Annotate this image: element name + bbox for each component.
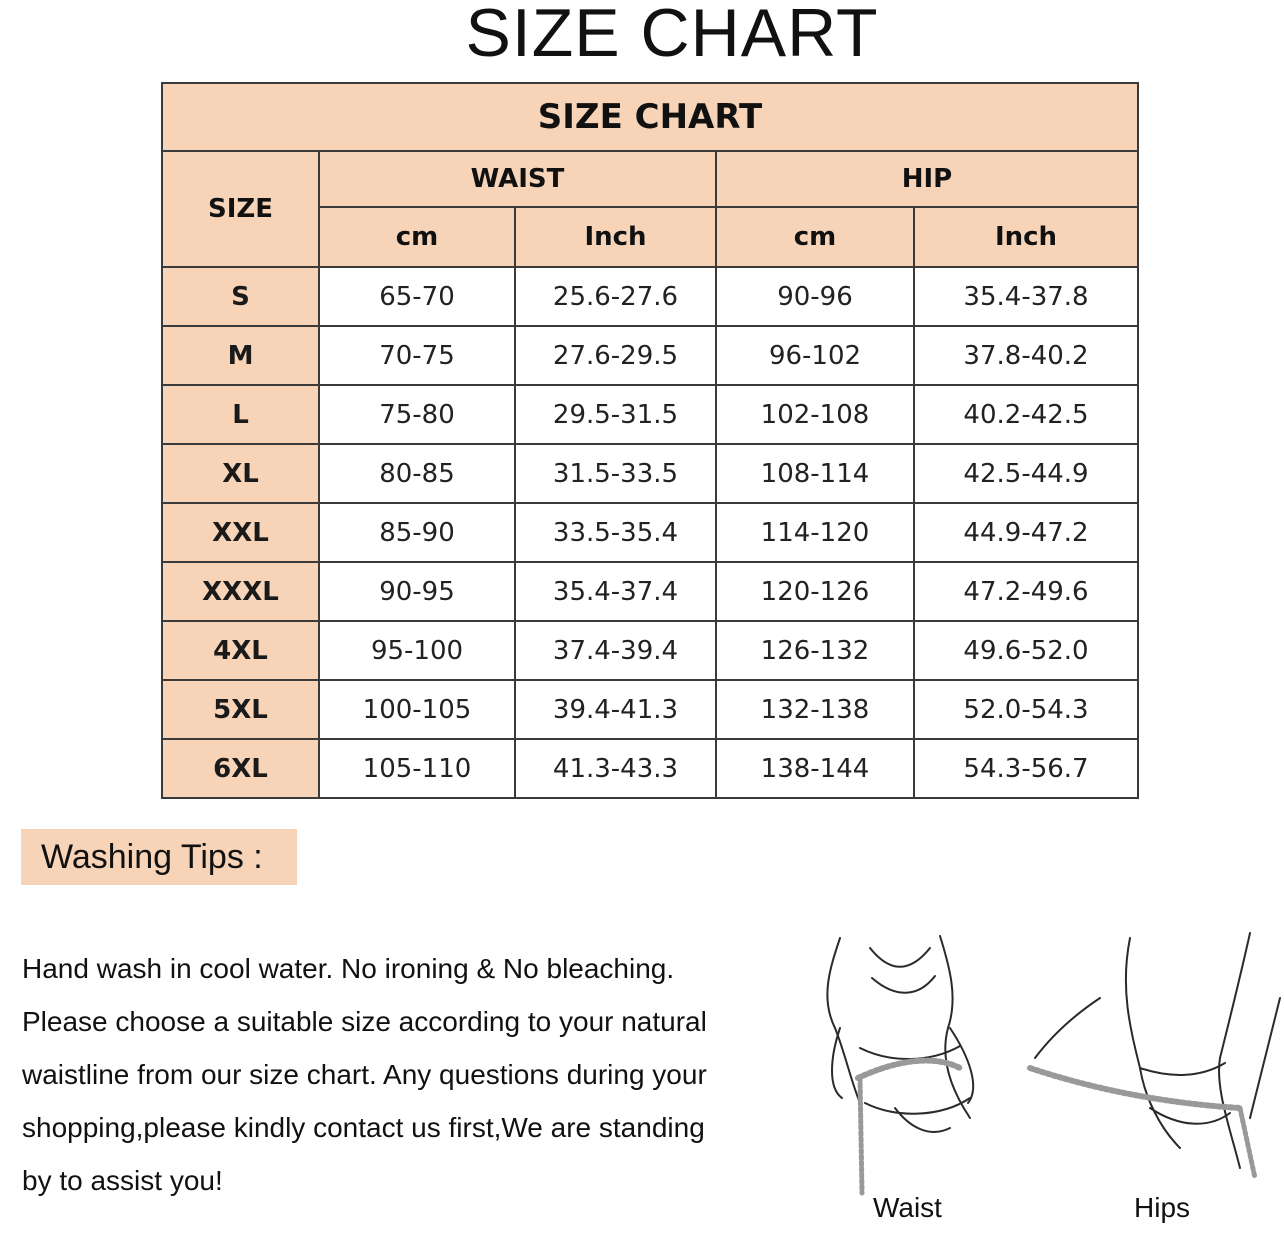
hip-inch-cell: 52.0-54.3 [912, 679, 1140, 740]
waist-tape [855, 1057, 963, 1081]
size-label-cell: XXXL [161, 561, 320, 622]
page-title: SIZE CHART [465, 0, 879, 71]
waist-inch-cell: 27.6-29.5 [514, 325, 717, 386]
hips-figure-outline [1124, 937, 1181, 1149]
size-label-cell: 5XL [161, 679, 320, 740]
hip-cm-header: cm [715, 206, 915, 268]
hip-inch-cell: 40.2-42.5 [912, 384, 1140, 445]
hip-inch-cell: 35.4-37.8 [912, 266, 1140, 327]
size-chart-table: SIZE CHART SIZE WAIST HIP cm Inch cm Inc… [160, 82, 1140, 799]
hip-cm-cell: 114-120 [715, 502, 915, 563]
hip-inch-cell: 37.8-40.2 [912, 325, 1140, 386]
table-row: S 65-70 25.6-27.6 90-96 35.4-37.8 [161, 266, 1140, 327]
tips-line: waistline from our size chart. Any quest… [22, 1059, 707, 1090]
hip-group-header: HIP [714, 150, 1140, 208]
table-row: 4XL 95-100 37.4-39.4 126-132 49.6-52.0 [161, 620, 1140, 681]
size-label-cell: L [161, 384, 320, 445]
table-row: L 75-80 29.5-31.5 102-108 40.2-42.5 [161, 384, 1140, 445]
waist-cm-cell: 100-105 [318, 679, 516, 740]
size-label-cell: 6XL [161, 738, 320, 799]
waist-inch-cell: 25.6-27.6 [514, 266, 717, 327]
waist-cm-cell: 95-100 [318, 620, 516, 681]
size-rows: S 65-70 25.6-27.6 90-96 35.4-37.8 M 70-75 27.6-… [161, 266, 1140, 799]
waist-inch-header: Inch [514, 206, 717, 268]
waist-cm-cell: 65-70 [318, 266, 516, 327]
waist-inch-cell: 39.4-41.3 [514, 679, 717, 740]
washing-tips-text: Hand wash in cool water. No ironing & No… [22, 942, 792, 1207]
waist-cm-header: cm [318, 206, 516, 268]
table-row: XL 80-85 31.5-33.5 108-114 42.5-44.9 [161, 443, 1140, 504]
size-label-cell: XXL [161, 502, 320, 563]
hip-inch-cell: 47.2-49.6 [912, 561, 1140, 622]
hip-cm-cell: 102-108 [715, 384, 915, 445]
table-row: 5XL 100-105 39.4-41.3 132-138 52.0-54.3 [161, 679, 1140, 740]
waist-cm-cell: 105-110 [318, 738, 516, 799]
hip-cm-cell: 108-114 [715, 443, 915, 504]
waist-cm-cell: 75-80 [318, 384, 516, 445]
hip-inch-cell: 54.3-56.7 [912, 738, 1140, 799]
size-label-cell: M [161, 325, 320, 386]
waist-cm-cell: 90-95 [318, 561, 516, 622]
table-row: M 70-75 27.6-29.5 96-102 37.8-40.2 [161, 325, 1140, 386]
hip-cm-cell: 90-96 [715, 266, 915, 327]
table-row: XXL 85-90 33.5-35.4 114-120 44.9-47.2 [161, 502, 1140, 563]
hip-inch-cell: 42.5-44.9 [912, 443, 1140, 504]
waist-inch-cell: 31.5-33.5 [514, 443, 717, 504]
waist-cm-cell: 80-85 [318, 443, 516, 504]
waist-inch-cell: 37.4-39.4 [514, 620, 717, 681]
waist-cm-cell: 70-75 [318, 325, 516, 386]
hip-inch-header: Inch [912, 206, 1140, 268]
tips-line: Please choose a suitable size according … [22, 1006, 707, 1037]
table-row: XXXL 90-95 35.4-37.4 120-126 47.2-49.6 [161, 561, 1140, 622]
waist-label: Waist [873, 1192, 942, 1223]
hip-cm-cell: 132-138 [715, 679, 915, 740]
waist-cm-cell: 85-90 [318, 502, 516, 563]
waist-inch-cell: 29.5-31.5 [514, 384, 717, 445]
tips-line: shopping,please kindly contact us first,… [22, 1112, 705, 1143]
hip-cm-cell: 96-102 [715, 325, 915, 386]
hips-tape [1027, 1065, 1243, 1111]
waist-inch-cell: 35.4-37.4 [514, 561, 717, 622]
waist-group-header: WAIST [318, 150, 717, 208]
size-label-cell: S [161, 266, 320, 327]
waist-inch-cell: 41.3-43.3 [514, 738, 717, 799]
washing-tips-label: Washing Tips : [21, 829, 297, 885]
waist-inch-cell: 33.5-35.4 [514, 502, 717, 563]
measurement-illustration [826, 932, 1281, 1196]
tips-line: Hand wash in cool water. No ironing & No… [22, 953, 675, 984]
hip-inch-cell: 49.6-52.0 [912, 620, 1140, 681]
tips-line: by to assist you! [22, 1165, 223, 1196]
size-label-cell: 4XL [161, 620, 320, 681]
size-label-cell: XL [161, 443, 320, 504]
size-column-header: SIZE [161, 150, 320, 268]
hip-inch-cell: 44.9-47.2 [912, 502, 1140, 563]
hip-cm-cell: 138-144 [715, 738, 915, 799]
table-row: 6XL 105-110 41.3-43.3 138-144 54.3-56.7 [161, 738, 1140, 799]
table-title: SIZE CHART [160, 82, 1140, 152]
hip-cm-cell: 126-132 [715, 620, 915, 681]
hip-cm-cell: 120-126 [715, 561, 915, 622]
hips-label: Hips [1134, 1192, 1191, 1223]
